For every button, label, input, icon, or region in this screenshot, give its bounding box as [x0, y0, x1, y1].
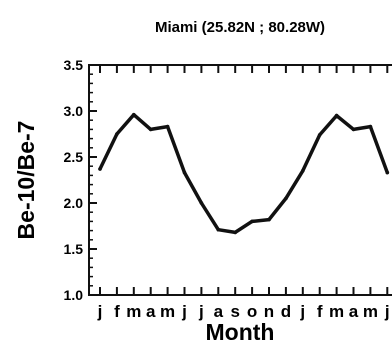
y-tick-label: 2.5 [64, 149, 84, 165]
x-tick-label: a [214, 302, 224, 321]
chart-title: Miami (25.82N ; 80.28W) [155, 19, 325, 36]
data-point [115, 132, 119, 136]
data-point [351, 127, 356, 132]
x-tick-label: a [146, 302, 156, 321]
y-tick-label: 3.0 [64, 103, 84, 119]
data-point [182, 170, 187, 175]
x-tick-label: m [329, 302, 344, 321]
y-axis-label: Be-10/Be-7 [13, 121, 39, 240]
x-tick-label: j [384, 302, 390, 321]
x-tick-label: j [181, 302, 187, 321]
y-tick-label: 2.0 [64, 195, 84, 211]
x-tick-label: f [317, 302, 323, 321]
x-tick-label: j [198, 302, 204, 321]
data-point [267, 217, 271, 222]
x-tick-label: j [97, 302, 103, 321]
x-tick-label: s [230, 302, 239, 321]
data-point [284, 196, 288, 201]
series-line [98, 112, 390, 235]
data-point [301, 169, 305, 173]
x-tick-label: m [363, 302, 378, 321]
data-point [368, 124, 373, 129]
data-point [250, 219, 254, 224]
plot-frame [88, 64, 392, 296]
data-point [385, 170, 390, 175]
data-point [334, 113, 339, 118]
data-point [148, 127, 153, 132]
x-tick-label: m [160, 302, 175, 321]
x-tick-label: m [126, 302, 141, 321]
data-point [233, 230, 237, 235]
x-tick-label: d [281, 302, 291, 321]
data-point [216, 227, 221, 232]
series-group [98, 112, 390, 235]
y-tick-label: 3.5 [64, 57, 84, 73]
y-axis-label-group: Be-10/Be-7 [13, 121, 39, 240]
x-tick-label: f [114, 302, 120, 321]
x-tick-label: j [299, 302, 305, 321]
data-point [98, 167, 102, 171]
x-tick-label: n [264, 302, 274, 321]
y-ticks: 1.0 1.5 2.0 2.5 3.0 3.5 [64, 57, 97, 303]
y-tick-label: 1.0 [64, 287, 84, 303]
data-point [165, 124, 170, 129]
data-point [199, 201, 204, 205]
plot-frame-rect [88, 64, 392, 296]
x-axis-label: Month [206, 319, 275, 345]
data-point [132, 112, 136, 117]
x-tick-label: a [349, 302, 359, 321]
data-point [317, 133, 322, 137]
x-tick-label: o [247, 302, 257, 321]
y-tick-label: 1.5 [64, 241, 84, 257]
